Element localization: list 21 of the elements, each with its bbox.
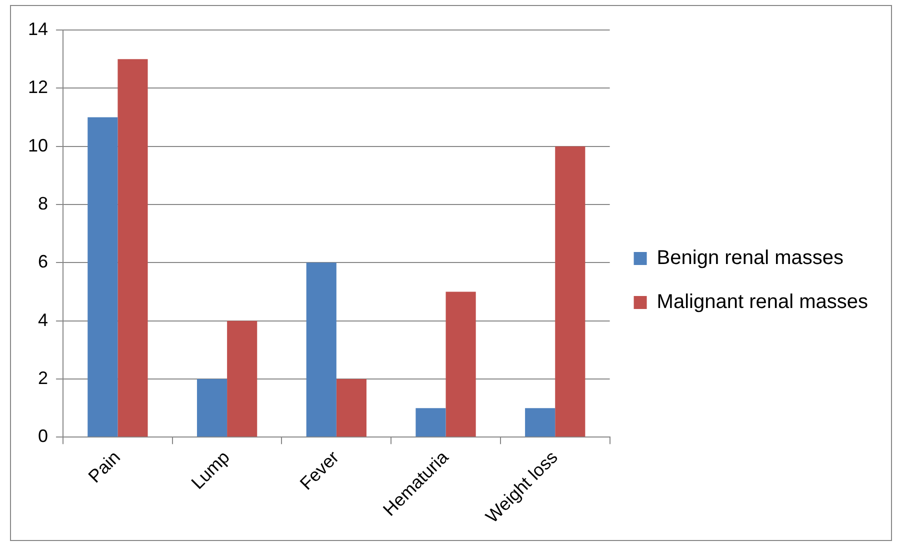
y-tick-label: 6	[38, 252, 48, 272]
y-tick-label: 10	[28, 135, 48, 156]
y-tick-label: 12	[28, 77, 48, 98]
bar	[525, 408, 556, 437]
y-tick-label: 0	[38, 426, 48, 446]
y-tick-label: 4	[38, 310, 48, 330]
x-tick-label: Pain	[84, 447, 124, 487]
bar	[446, 292, 476, 437]
bar	[118, 59, 148, 437]
legend-label: Benign renal masses	[656, 247, 844, 270]
bar	[196, 379, 228, 437]
bar	[336, 379, 366, 437]
bar	[88, 117, 118, 437]
y-tick-label: 2	[38, 368, 48, 388]
y-tick-label: 8	[38, 193, 48, 214]
y-tick-label: 14	[28, 18, 48, 39]
bar	[306, 262, 336, 437]
bar	[555, 146, 586, 437]
bar	[227, 320, 258, 437]
bar	[416, 408, 446, 437]
legend-label: Malignant renal masses	[656, 291, 868, 314]
